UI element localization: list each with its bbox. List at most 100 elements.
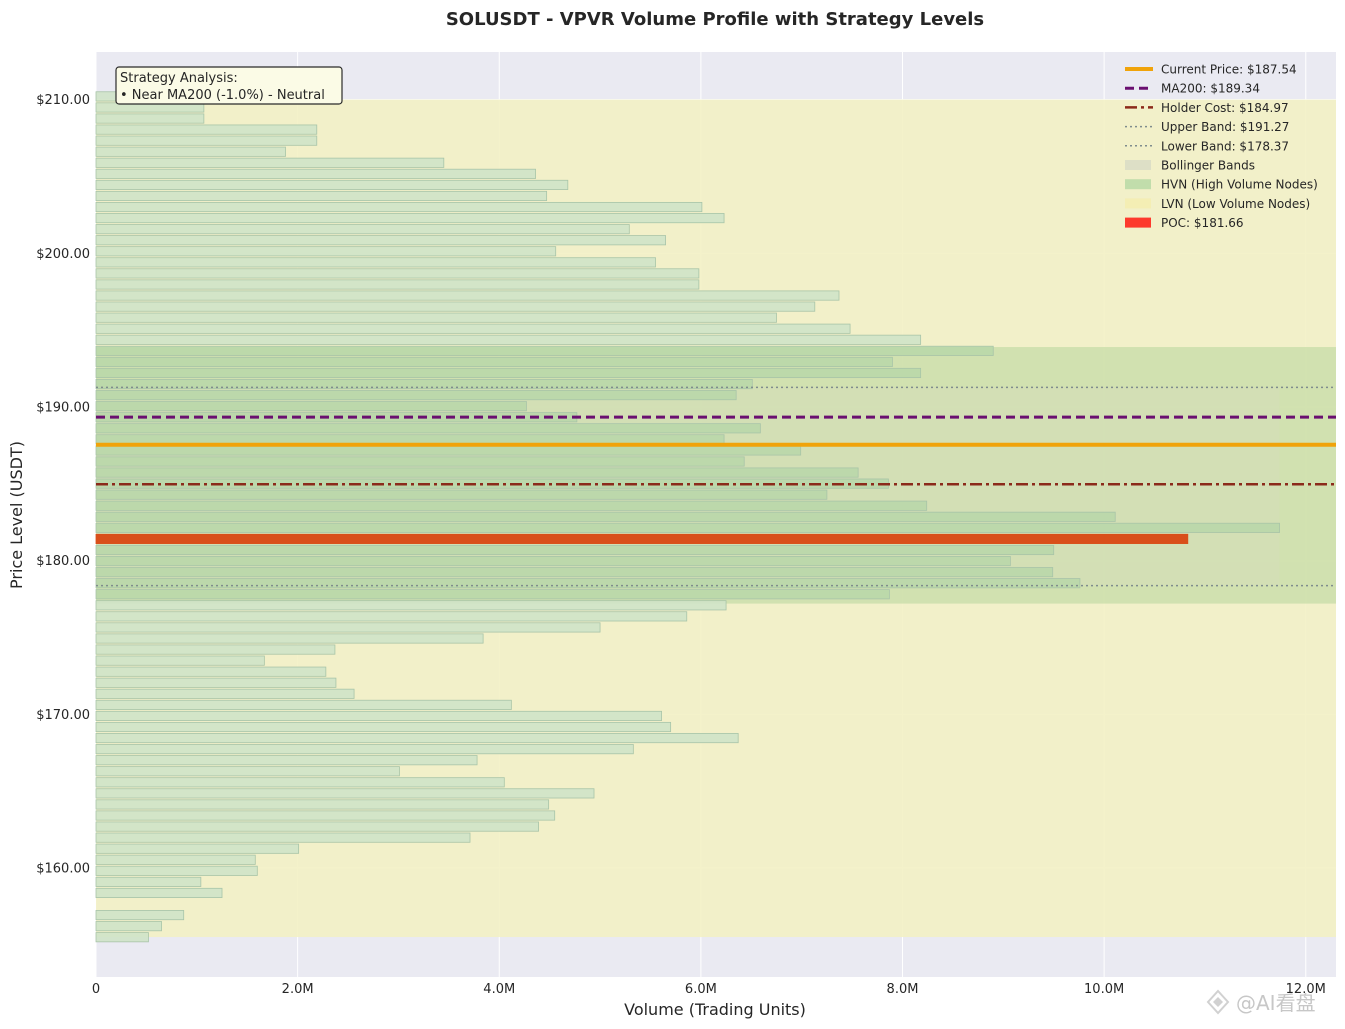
y-tick-label: $210.00 — [36, 93, 90, 108]
volume-bar — [95, 544, 1055, 556]
volume-bar — [95, 865, 258, 876]
volume-bar — [95, 622, 601, 633]
volume-bar — [95, 224, 630, 235]
volume-bar — [95, 556, 1011, 567]
volume-bar — [95, 434, 725, 445]
volume-bar — [95, 268, 700, 279]
volume-bar — [95, 179, 569, 190]
y-tick-label: $170.00 — [36, 708, 90, 723]
volume-bar — [95, 235, 666, 246]
volume-bar — [95, 932, 149, 943]
volume-bar — [95, 146, 286, 157]
volume-bar — [95, 135, 318, 146]
volume-bar — [95, 777, 505, 788]
volume-bar — [95, 578, 1081, 589]
volume-bar — [95, 190, 548, 202]
legend-label: HVN (High Volume Nodes) — [1161, 178, 1318, 192]
strategy-annotation-box: Strategy Analysis: • Near MA200 (-1.0%) … — [115, 66, 343, 105]
legend-patch-swatch — [1125, 179, 1151, 190]
volume-bar — [95, 456, 745, 467]
volume-bar — [95, 721, 672, 733]
volume-bar — [95, 766, 400, 777]
volume-bar — [95, 611, 688, 622]
x-tick-label: 0 — [92, 982, 100, 997]
volume-bar — [95, 567, 1054, 578]
volume-bar — [95, 213, 725, 224]
x-tick-label: 12.0M — [1286, 982, 1326, 997]
legend-label: Upper Band: $191.27 — [1161, 120, 1289, 134]
legend-label: Holder Cost: $184.97 — [1161, 101, 1289, 115]
y-axis-label: Price Level (USDT) — [7, 441, 26, 589]
x-tick-label: 2.0M — [282, 982, 314, 997]
volume-bar — [95, 755, 478, 766]
volume-bar — [95, 401, 527, 412]
volume-bar — [95, 367, 922, 379]
volume-bar — [95, 390, 737, 401]
strategy-level-lines — [96, 386, 1336, 587]
legend-label: Current Price: $187.54 — [1161, 63, 1297, 77]
volume-bar — [95, 921, 162, 932]
legend-patch-swatch — [1125, 198, 1151, 209]
x-tick-label: 8.0M — [887, 982, 919, 997]
volume-bar — [95, 910, 185, 921]
volume-bar — [95, 799, 550, 810]
volume-bar — [95, 511, 1116, 522]
watermark-text: @AI看盘 — [1236, 991, 1316, 1015]
y-tick-label: $200.00 — [36, 247, 90, 262]
volume-bar — [95, 589, 890, 600]
volume-bar — [95, 334, 922, 345]
volume-bar — [95, 345, 994, 356]
volume-bar — [95, 279, 700, 290]
legend-label: LVN (Low Volume Nodes) — [1161, 197, 1310, 211]
volume-bar — [95, 246, 557, 257]
volume-bar — [95, 301, 816, 312]
volume-bar — [95, 788, 595, 799]
volume-bar — [95, 467, 859, 478]
diamond-logo-icon — [1206, 989, 1230, 1015]
volume-bar — [95, 810, 556, 821]
x-tick-label: 10.0M — [1084, 982, 1124, 997]
volume-bar — [95, 290, 840, 301]
volume-bar — [95, 677, 337, 688]
volume-bar — [95, 157, 445, 168]
volume-bar — [95, 201, 703, 213]
watermark: @AI看盘 — [1206, 989, 1316, 1015]
legend-patch-swatch — [1125, 160, 1151, 170]
volume-bar — [95, 356, 893, 367]
volume-bar — [95, 733, 739, 744]
x-axis-ticks: 0 2.0M 4.0M 6.0M 8.0M 10.0M 12.0M — [92, 982, 1326, 997]
volume-bar — [95, 522, 1280, 533]
chart-title: SOLUSDT - VPVR Volume Profile with Strat… — [446, 9, 984, 30]
y-axis-ticks: $160.00 $170.00 $180.00 $190.00 $200.00 $210.… — [36, 93, 90, 876]
volume-bar — [95, 489, 828, 500]
volume-bar — [95, 644, 336, 655]
volume-bar — [95, 500, 928, 511]
volume-bar — [95, 876, 202, 887]
volume-bar — [95, 633, 484, 644]
volume-bar — [95, 688, 355, 699]
volume-bar — [95, 821, 539, 832]
annotation-line-2: • Near MA200 (-1.0%) - Neutral — [120, 88, 325, 103]
volume-bar — [95, 423, 761, 434]
volume-bar — [95, 887, 223, 898]
x-tick-label: 4.0M — [483, 982, 515, 997]
volume-bar — [95, 744, 634, 755]
legend-label: MA200: $189.34 — [1161, 82, 1260, 96]
y-tick-label: $160.00 — [36, 861, 90, 876]
volume-bar — [95, 710, 662, 721]
legend-patch-swatch — [1125, 217, 1151, 228]
volume-bar — [95, 312, 777, 323]
annotation-line-1: Strategy Analysis: — [120, 71, 238, 86]
volume-bar — [95, 666, 327, 677]
volume-bar — [95, 832, 471, 843]
volume-bar — [95, 168, 536, 179]
volume-bar — [95, 445, 802, 456]
volume-bar — [95, 323, 851, 334]
volume-bar — [95, 600, 727, 611]
poc-bar — [95, 533, 1189, 544]
volume-bar — [95, 113, 205, 124]
volume-bar — [95, 257, 656, 268]
x-tick-label: 6.0M — [685, 982, 717, 997]
x-axis-label: Volume (Trading Units) — [624, 1000, 806, 1019]
